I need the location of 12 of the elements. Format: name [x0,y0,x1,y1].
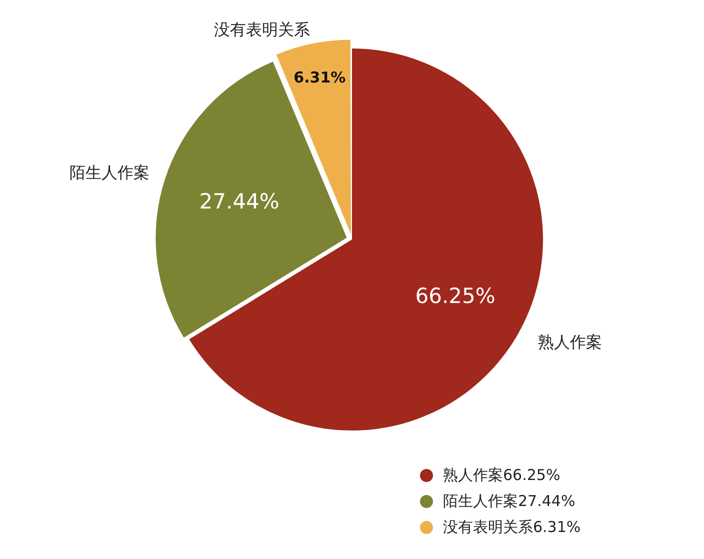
text: 6.31% [533,518,581,536]
slice-label: 陌生人作案 [69,163,150,182]
slice-label: 熟人作案 [538,332,602,352]
data-label: 27.44% [199,190,280,214]
data-label: 6.31% [294,68,346,86]
legend-label: 没有表明关系 [443,518,533,536]
text: 27.44% [518,492,576,510]
legend-label: 熟人作案 [443,466,503,484]
slice-label: 没有表明关系 [214,20,310,39]
data-label: 66.25% [415,284,496,308]
text: 66.25% [503,466,560,484]
legend-label: 陌生人作案 [443,492,518,510]
